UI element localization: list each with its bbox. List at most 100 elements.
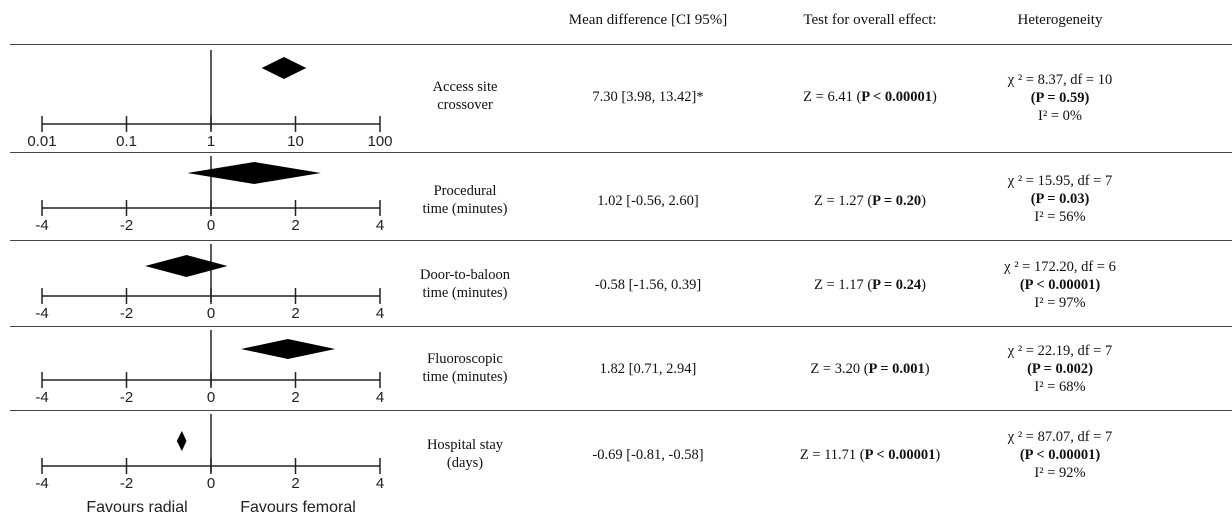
row-divider xyxy=(10,152,1232,153)
p-value: P = 0.001 xyxy=(868,361,925,377)
x-axis-tick-label: 100 xyxy=(367,133,392,150)
mean-difference-cell: 1.02 [-0.56, 2.60] xyxy=(597,193,699,209)
pooled-effect-diamond xyxy=(261,57,307,79)
outcome-label-line: (days) xyxy=(446,455,484,471)
het-chi-square: χ ² = 8.37, df = 10 xyxy=(1007,72,1113,88)
outcome-label: Fluoroscopic time (minutes) xyxy=(395,350,535,386)
heterogeneity-cell: χ ² = 172.20, df = 6 (P < 0.00001) I² = … xyxy=(975,258,1145,312)
pooled-effect-diamond xyxy=(145,255,228,277)
z-close: ) xyxy=(921,193,926,209)
het-chi-square: χ ² = 87.07, df = 7 xyxy=(1007,429,1113,445)
heterogeneity-cell: χ ² = 87.07, df = 7 (P < 0.00001) I² = 9… xyxy=(975,428,1145,482)
outcome-label-line: Door-to-baloon xyxy=(420,267,510,283)
het-p-value: (P < 0.00001) xyxy=(1019,447,1101,463)
het-p-value: (P = 0.03) xyxy=(1030,191,1090,207)
overall-effect-cell: Z = 6.41 (P < 0.00001) xyxy=(760,88,980,106)
pooled-effect-diamond xyxy=(187,162,321,184)
p-value: P < 0.00001 xyxy=(864,447,936,463)
outcome-label-line: Hospital stay xyxy=(426,437,504,453)
het-p-value: (P = 0.59) xyxy=(1030,90,1090,106)
het-i-square: I² = 56% xyxy=(1034,209,1086,225)
outcome-label-line: time (minutes) xyxy=(422,201,508,217)
outcome-label-line: Fluoroscopic xyxy=(427,351,503,367)
het-i-square: I² = 92% xyxy=(1034,465,1086,481)
x-axis-tick-label: 2 xyxy=(291,475,299,492)
outcome-label-line: time (minutes) xyxy=(422,369,508,385)
z-statistic: Z = 1.27 ( xyxy=(814,193,873,209)
het-chi-square: χ ² = 15.95, df = 7 xyxy=(1007,173,1113,189)
x-axis-tick-label: 0 xyxy=(207,217,215,234)
x-axis-tick-label: 2 xyxy=(291,389,299,406)
outcome-label-line: Access site xyxy=(432,79,498,95)
overall-effect-cell: Z = 11.71 (P < 0.00001) xyxy=(760,446,980,464)
z-close: ) xyxy=(931,89,937,105)
x-axis-tick-label: 0.01 xyxy=(27,133,56,150)
x-axis-tick-label: -4 xyxy=(35,389,48,406)
het-i-square: I² = 97% xyxy=(1034,295,1086,311)
z-statistic: Z = 3.20 ( xyxy=(810,361,869,377)
overall-effect-cell: Z = 1.17 (P = 0.24) xyxy=(760,276,980,294)
x-axis-tick-label: -4 xyxy=(35,475,48,492)
mean-difference-cell: 1.82 [0.71, 2.94] xyxy=(599,361,697,377)
outcome-label: Access site crossover xyxy=(395,78,535,114)
row-divider xyxy=(10,44,1232,45)
p-value: P < 0.00001 xyxy=(861,89,932,105)
x-axis-tick-label: 10 xyxy=(287,133,304,150)
z-close: ) xyxy=(935,447,941,463)
header-heterogeneity: Heterogeneity xyxy=(1017,12,1103,28)
x-axis-tick-label: 0 xyxy=(207,305,215,322)
overall-effect-cell: Z = 3.20 (P = 0.001) xyxy=(760,360,980,378)
x-axis-tick-label: 2 xyxy=(291,217,299,234)
z-statistic: Z = 6.41 ( xyxy=(803,89,862,105)
x-axis-tick-label: -2 xyxy=(120,475,133,492)
p-value: P = 0.24 xyxy=(872,277,922,293)
heterogeneity-cell: χ ² = 22.19, df = 7 (P = 0.002) I² = 68% xyxy=(975,342,1145,396)
pooled-effect-diamond xyxy=(240,339,336,359)
outcome-label: Procedural time (minutes) xyxy=(395,182,535,218)
x-axis-tick-label: 0 xyxy=(207,389,215,406)
outcome-label-line: time (minutes) xyxy=(422,285,508,301)
x-axis-tick-label: -2 xyxy=(120,305,133,322)
mean-difference-cell: -0.58 [-1.56, 0.39] xyxy=(594,277,702,293)
z-close: ) xyxy=(924,361,930,377)
x-axis-tick-label: -2 xyxy=(120,389,133,406)
z-close: ) xyxy=(921,277,926,293)
het-p-value: (P = 0.002) xyxy=(1027,361,1093,377)
header-overall-effect: Test for overall effect: xyxy=(803,12,937,28)
outcome-label: Hospital stay (days) xyxy=(395,436,535,472)
outcome-label-line: Procedural xyxy=(433,183,497,199)
row-divider xyxy=(10,240,1232,241)
mean-difference-cell: -0.69 [-0.81, -0.58] xyxy=(592,447,704,463)
favours-femoral-label: Favours femoral xyxy=(240,499,356,516)
x-axis-tick-label: 4 xyxy=(376,389,384,406)
z-statistic: Z = 1.17 ( xyxy=(814,277,873,293)
heterogeneity-cell: χ ² = 8.37, df = 10 (P = 0.59) I² = 0% xyxy=(975,71,1145,125)
x-axis-tick-label: 1 xyxy=(207,133,215,150)
row-divider xyxy=(10,410,1232,411)
het-chi-square: χ ² = 22.19, df = 7 xyxy=(1007,343,1113,359)
x-axis-tick-label: -2 xyxy=(120,217,133,234)
het-i-square: I² = 0% xyxy=(1038,108,1082,124)
p-value: P = 0.20 xyxy=(872,193,922,209)
outcome-label-line: crossover xyxy=(437,97,493,113)
x-axis-tick-label: 2 xyxy=(291,305,299,322)
x-axis-tick-label: 4 xyxy=(376,475,384,492)
z-statistic: Z = 11.71 ( xyxy=(799,447,865,463)
het-chi-square: χ ² = 172.20, df = 6 xyxy=(1004,259,1116,275)
x-axis-tick-label: 4 xyxy=(376,217,384,234)
heterogeneity-cell: χ ² = 15.95, df = 7 (P = 0.03) I² = 56% xyxy=(975,172,1145,226)
overall-effect-cell: Z = 1.27 (P = 0.20) xyxy=(760,192,980,210)
favours-radial-label: Favours radial xyxy=(86,499,187,516)
het-i-square: I² = 68% xyxy=(1034,379,1086,395)
outcome-label: Door-to-baloon time (minutes) xyxy=(395,266,535,302)
x-axis-tick-label: 4 xyxy=(376,305,384,322)
pooled-effect-diamond xyxy=(176,431,187,451)
x-axis-tick-label: 0 xyxy=(207,475,215,492)
x-axis-tick-label: -4 xyxy=(35,217,48,234)
x-axis-tick-label: 0.1 xyxy=(116,133,137,150)
het-p-value: (P < 0.00001) xyxy=(1019,277,1101,293)
header-mean-difference: Mean difference [CI 95%] xyxy=(568,12,728,28)
x-axis-tick-label: -4 xyxy=(35,305,48,322)
mean-difference-cell: 7.30 [3.98, 13.42]* xyxy=(592,89,704,105)
row-divider xyxy=(10,326,1232,327)
